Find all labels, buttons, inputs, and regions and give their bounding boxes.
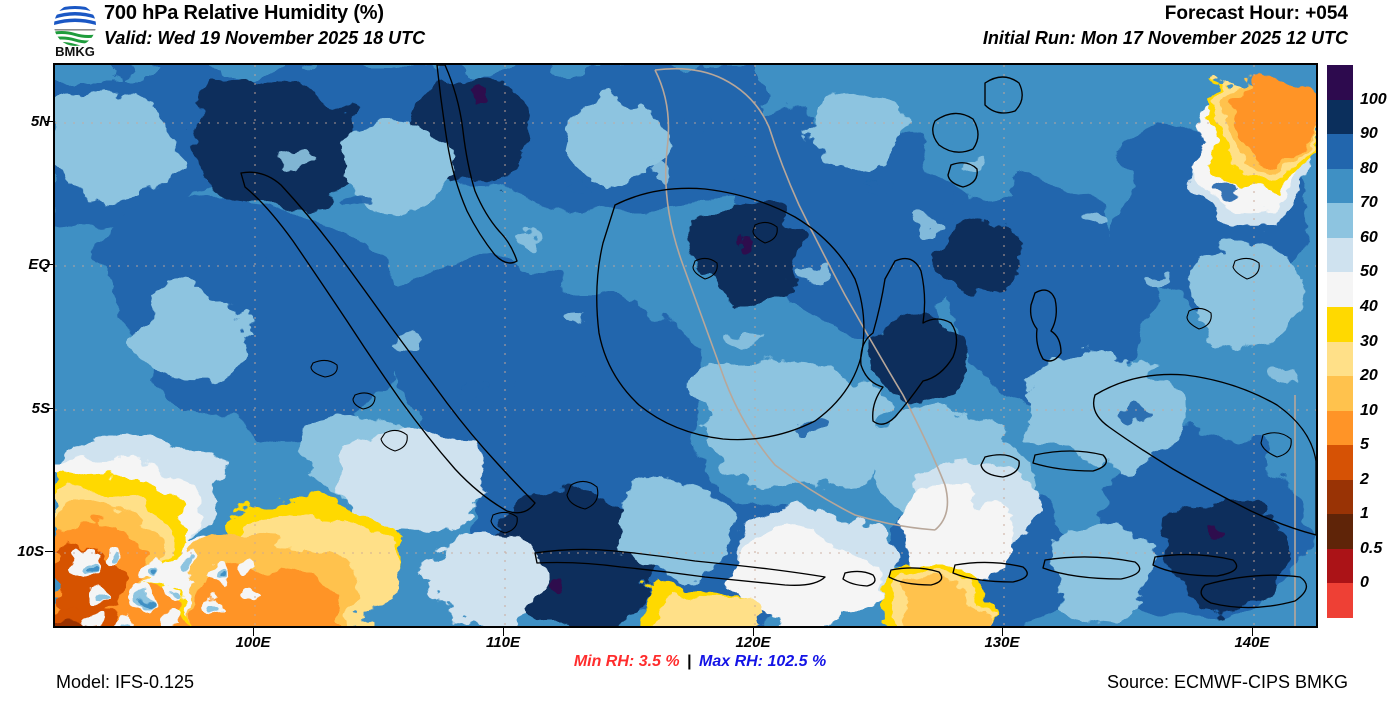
lat-label-5n: 5N bbox=[30, 113, 50, 130]
colorbar-label-0: 0 bbox=[1360, 574, 1369, 592]
colorbar-band-3 bbox=[1327, 168, 1353, 204]
colorbar-label-5: 5 bbox=[1360, 436, 1369, 454]
colorbar-label-80: 80 bbox=[1360, 159, 1378, 177]
lon-label-120e: 120E bbox=[735, 634, 771, 651]
lat-tick-eq bbox=[45, 264, 53, 265]
colorbar-label-40: 40 bbox=[1360, 297, 1378, 315]
colorbar-band-6 bbox=[1327, 272, 1353, 307]
lat-label-10s: 10S bbox=[17, 543, 44, 560]
colorbar-label-20: 20 bbox=[1360, 367, 1378, 385]
lat-tick-5n bbox=[45, 121, 53, 122]
header-right: Forecast Hour: +054 Initial Run: Mon 17 … bbox=[983, 1, 1348, 50]
lon-label-140e: 140E bbox=[1234, 634, 1270, 651]
max-rh-value: Max RH: 102.5 % bbox=[699, 653, 827, 670]
country-borders bbox=[654, 67, 1296, 626]
lat-tick-10s bbox=[45, 551, 53, 552]
lat-label-5s: 5S bbox=[31, 400, 50, 417]
lon-tick-130e bbox=[1002, 628, 1003, 636]
colorbar-label-100: 100 bbox=[1360, 90, 1387, 108]
lon-label-110e: 110E bbox=[486, 634, 520, 651]
lon-tick-100e bbox=[253, 628, 254, 636]
valid-time: Valid: Wed 19 November 2025 18 UTC bbox=[104, 28, 426, 48]
graticule bbox=[55, 65, 1316, 626]
min-rh-value: Min RH: 3.5 % bbox=[573, 653, 680, 670]
lat-tick-5s bbox=[45, 408, 53, 409]
colorbar-label-70: 70 bbox=[1360, 194, 1378, 212]
lon-label-130e: 130E bbox=[984, 634, 1020, 651]
colorbar-band-5 bbox=[1327, 237, 1353, 273]
logo-text: BMKG bbox=[55, 44, 95, 58]
forecast-hour: Forecast Hour: +054 bbox=[1164, 3, 1348, 24]
source-label: Source: ECMWF-CIPS BMKG bbox=[1106, 672, 1348, 692]
colorbar-band-2 bbox=[1327, 134, 1353, 169]
colorbar-band-10 bbox=[1327, 410, 1353, 446]
lat-label-eq: EQ bbox=[28, 256, 50, 273]
lon-tick-140e bbox=[1252, 628, 1253, 636]
colorbar-label-2: 2 bbox=[1360, 470, 1369, 488]
header: BMKG 700 hPa Relative Humidity (%) Valid… bbox=[0, 0, 1400, 62]
colorbar-band-7 bbox=[1327, 306, 1353, 342]
model-label: Model: IFS-0.125 bbox=[56, 672, 195, 692]
initial-run: Initial Run: Mon 17 November 2025 12 UTC bbox=[982, 28, 1348, 48]
colorbar-band-15 bbox=[1327, 583, 1353, 618]
rh-extremes: Min RH: 3.5 % | Max RH: 102.5 % bbox=[0, 653, 1400, 671]
colorbar-label-1: 1 bbox=[1360, 505, 1369, 523]
colorbar-band-8 bbox=[1327, 341, 1353, 377]
page-title: 700 hPa Relative Humidity (%) bbox=[104, 2, 384, 24]
colorbar bbox=[1327, 65, 1353, 618]
title-block: 700 hPa Relative Humidity (%) Valid: Wed… bbox=[104, 1, 425, 50]
footer: Min RH: 3.5 % | Max RH: 102.5 % Model: I… bbox=[0, 653, 1400, 709]
colorbar-label-90: 90 bbox=[1360, 125, 1378, 143]
lon-tick-110e bbox=[503, 628, 504, 636]
minmax-separator: | bbox=[687, 653, 692, 670]
lon-label-100e: 100E bbox=[235, 634, 271, 651]
bmkg-logo: BMKG bbox=[54, 4, 96, 58]
colorbar-band-9 bbox=[1327, 376, 1353, 411]
colorbar-band-4 bbox=[1327, 203, 1353, 238]
colorbar-band-13 bbox=[1327, 514, 1353, 549]
colorbar-band-1 bbox=[1327, 99, 1353, 135]
lon-tick-120e bbox=[753, 628, 754, 636]
colorbar-band-11 bbox=[1327, 445, 1353, 480]
humidity-contour-field bbox=[55, 65, 1316, 626]
coastlines bbox=[240, 65, 1316, 609]
colorbar-band-12 bbox=[1327, 479, 1353, 515]
colorbar-band-0 bbox=[1327, 65, 1353, 100]
colorbar-label-0-5: 0.5 bbox=[1360, 539, 1383, 557]
colorbar-label-50: 50 bbox=[1360, 263, 1378, 281]
colorbar-label-10: 10 bbox=[1360, 401, 1378, 419]
colorbar-label-60: 60 bbox=[1360, 228, 1378, 246]
map-plot-area[interactable]: Copyright Sub Bidang Prediksi Cuaca BMKG… bbox=[53, 63, 1318, 628]
colorbar-label-30: 30 bbox=[1360, 332, 1378, 350]
colorbar-band-14 bbox=[1327, 548, 1353, 584]
